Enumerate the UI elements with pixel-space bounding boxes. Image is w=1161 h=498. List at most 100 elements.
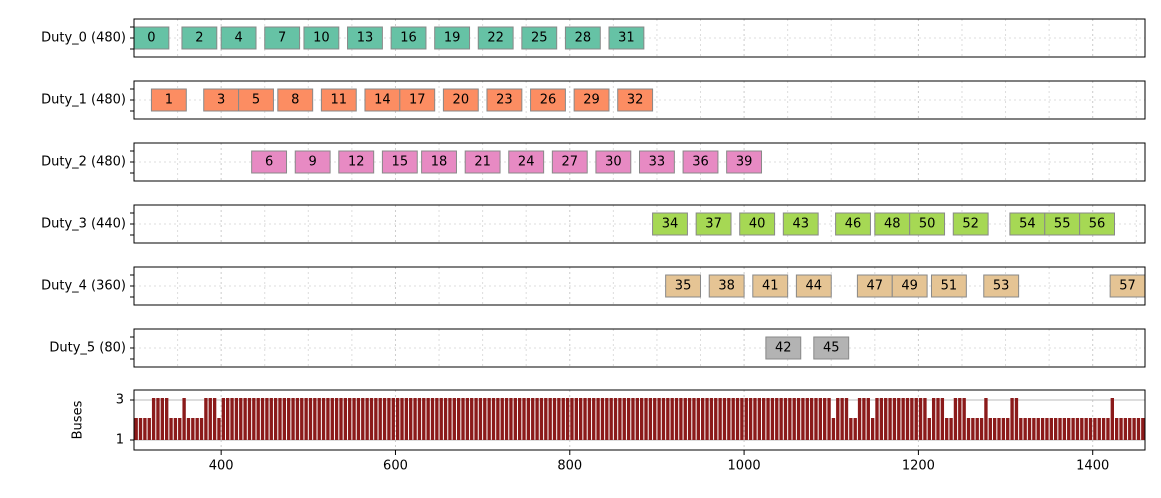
bus-bar: [400, 398, 404, 440]
bus-bar: [217, 418, 221, 440]
bus-bar: [923, 398, 927, 440]
bus-bar: [212, 398, 217, 440]
bus-bar: [1032, 418, 1036, 440]
task-label: 33: [649, 155, 666, 170]
task-label: 7: [278, 31, 286, 46]
duty-panel-3: 34 37 40 43 46 48 50 52 54 55 56 Duty_3 (440): [41, 204, 1146, 244]
task-bar: [338, 150, 375, 174]
bus-bar: [1141, 418, 1145, 440]
task-bar: [1079, 212, 1115, 236]
bus-bar: [622, 398, 626, 440]
bus-bar: [443, 398, 448, 440]
bus-bar: [1101, 418, 1106, 440]
bus-bar: [857, 398, 862, 440]
bus-bar: [1053, 418, 1058, 440]
bus-bar: [352, 398, 356, 440]
task-bar: [752, 274, 789, 298]
bus-bar: [304, 398, 308, 440]
task-bar: [303, 26, 340, 50]
bus-bar: [404, 398, 409, 440]
task-label: 26: [540, 93, 557, 108]
bus-bar: [718, 398, 722, 440]
task-bar: [381, 150, 418, 174]
bus-bar: [674, 398, 679, 440]
bus-bar: [413, 398, 417, 440]
task-label: 55: [1054, 217, 1071, 232]
task-label: 42: [775, 341, 792, 356]
bus-bar: [1049, 418, 1053, 440]
bus-bar: [687, 398, 692, 440]
task-bar: [813, 336, 850, 360]
bus-bar: [169, 418, 173, 440]
task-label: 5: [252, 93, 260, 108]
bus-bar: [526, 398, 531, 440]
task-bar: [909, 212, 946, 236]
task-label: 28: [575, 31, 592, 46]
bus-bar: [574, 398, 578, 440]
bus-bar: [426, 398, 430, 440]
task-bar: [695, 212, 732, 236]
bus-bar: [435, 398, 439, 440]
task-label: 21: [474, 155, 491, 170]
bus-bar: [517, 398, 522, 440]
task-bar: [765, 336, 802, 360]
task-label: 12: [348, 155, 365, 170]
bus-bar: [844, 398, 849, 440]
bus-bar: [282, 398, 287, 440]
task-bar: [530, 88, 566, 112]
task-label: 50: [919, 217, 936, 232]
task-label: 1: [165, 93, 173, 108]
task-label: 3: [217, 93, 225, 108]
duty-panel-0: 0 2 4 7 10 13 16 19 22 25 28 31 Duty_0 (480): [41, 18, 1146, 58]
bus-bar: [814, 398, 818, 440]
bus-bar: [831, 418, 836, 440]
bus-bar: [910, 398, 914, 440]
bus-bar: [879, 398, 884, 440]
bus-bar: [409, 398, 413, 440]
bus-bar: [979, 418, 984, 440]
bus-bar: [788, 398, 792, 440]
bus-bar: [792, 398, 796, 440]
bus-bar: [823, 398, 827, 440]
task-label: 25: [531, 31, 548, 46]
bus-bar: [151, 398, 156, 440]
task-label: 32: [627, 93, 644, 108]
task-bar: [708, 274, 745, 298]
task-bar: [930, 274, 967, 298]
task-label: 10: [313, 31, 330, 46]
task-label: 38: [718, 279, 735, 294]
bus-bar: [1080, 418, 1084, 440]
bus-bar: [888, 398, 892, 440]
bus-bar: [992, 418, 997, 440]
bus-bar: [870, 418, 875, 440]
bus-bar: [966, 418, 971, 440]
task-bar: [277, 88, 314, 112]
panel-frame: [133, 389, 1146, 451]
bus-bar: [1097, 418, 1101, 440]
bus-bar: [182, 398, 186, 440]
task-label: 14: [374, 93, 391, 108]
bus-bar: [491, 398, 496, 440]
bus-bar: [679, 398, 683, 440]
bus-bar: [984, 398, 988, 440]
task-label: 30: [605, 155, 622, 170]
bus-bar: [239, 398, 243, 440]
task-bar: [652, 212, 688, 236]
x-tick-label: 1200: [902, 459, 935, 474]
bus-bar: [931, 398, 936, 440]
bus-bar: [805, 398, 809, 440]
bus-bar: [513, 398, 517, 440]
task-bar: [617, 88, 654, 112]
task-label: 29: [583, 93, 600, 108]
bus-bar: [748, 398, 753, 440]
bus-bar: [143, 418, 147, 440]
bus-bar: [1014, 398, 1019, 440]
bus-bar: [178, 418, 182, 440]
bus-bar: [191, 418, 195, 440]
bus-bar: [1110, 398, 1114, 440]
bus-bar: [1136, 418, 1141, 440]
bus-bar: [670, 398, 674, 440]
task-label: 40: [749, 217, 766, 232]
task-bar: [782, 212, 819, 236]
bus-bar: [988, 418, 992, 440]
